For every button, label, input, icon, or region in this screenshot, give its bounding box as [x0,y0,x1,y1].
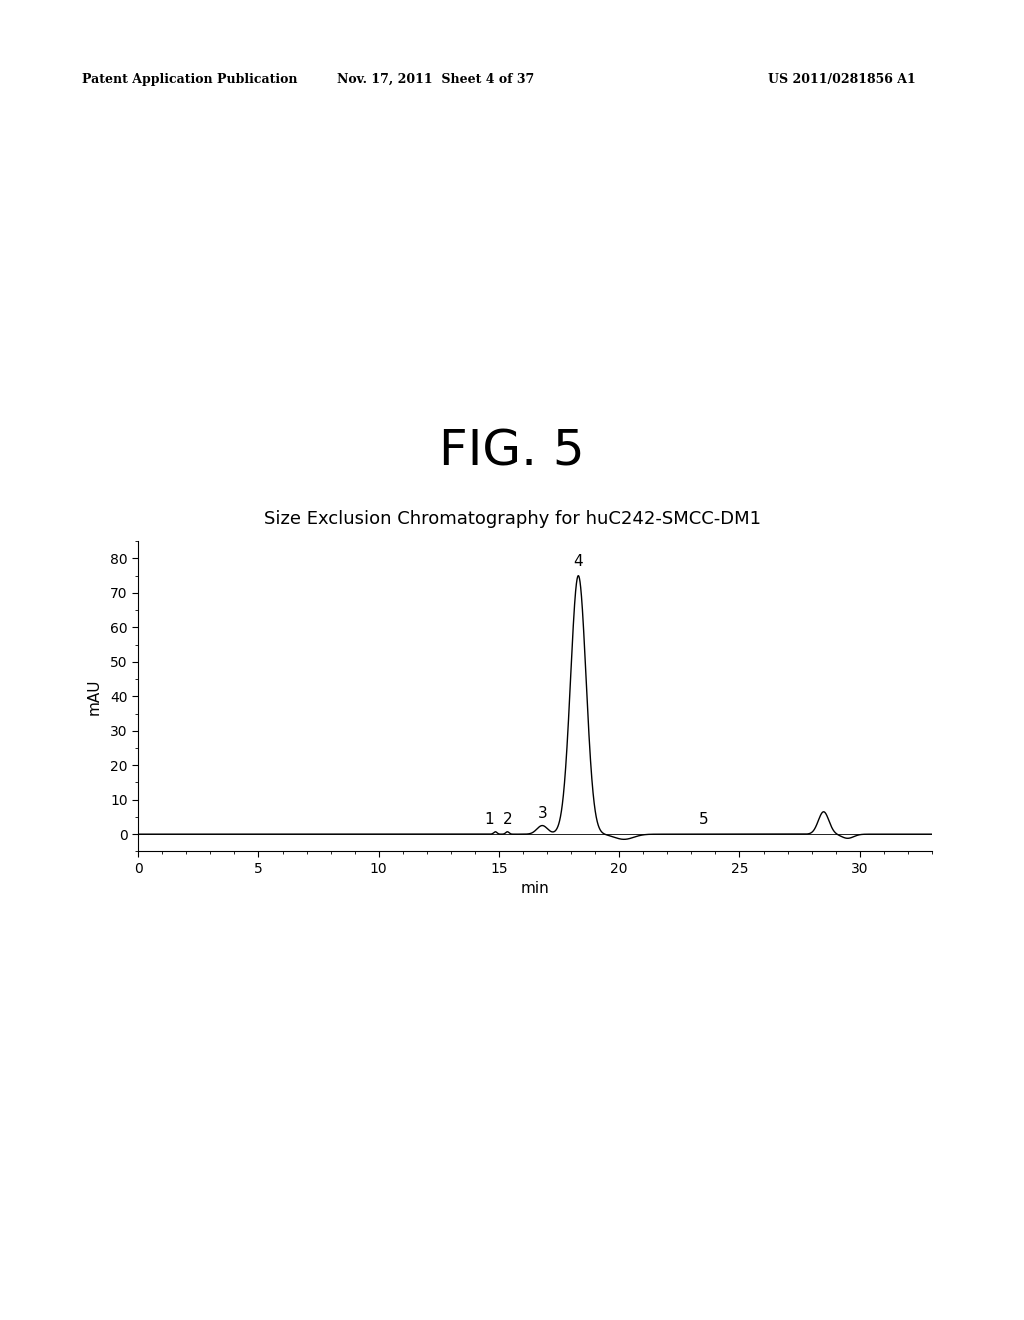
Text: Patent Application Publication: Patent Application Publication [82,73,297,86]
Text: US 2011/0281856 A1: US 2011/0281856 A1 [768,73,915,86]
Text: 5: 5 [698,812,709,826]
Text: Size Exclusion Chromatography for huC242-SMCC-DM1: Size Exclusion Chromatography for huC242… [263,510,761,528]
Y-axis label: mAU: mAU [87,678,101,714]
Text: FIG. 5: FIG. 5 [439,428,585,475]
Text: 2: 2 [503,812,512,826]
Text: 1: 1 [484,812,495,826]
Text: Nov. 17, 2011  Sheet 4 of 37: Nov. 17, 2011 Sheet 4 of 37 [337,73,534,86]
X-axis label: min: min [520,882,550,896]
Text: 4: 4 [573,554,583,569]
Text: 3: 3 [538,807,547,821]
